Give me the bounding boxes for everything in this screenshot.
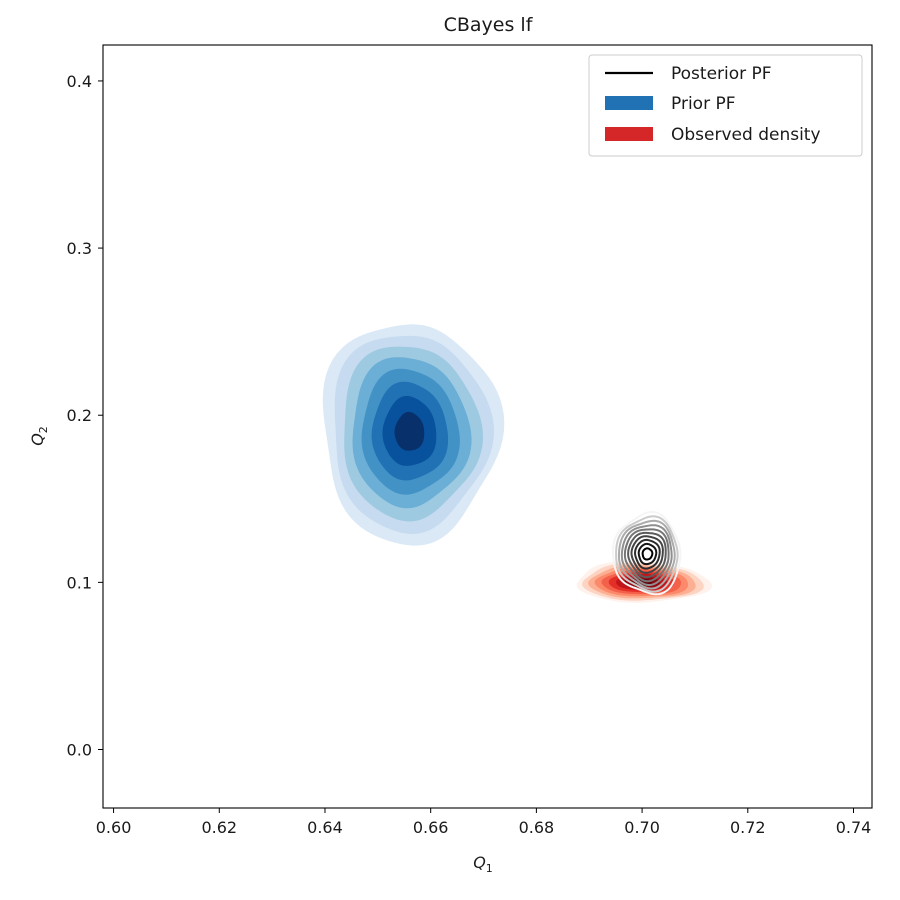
plot-frame xyxy=(102,44,873,809)
contour-line-2-1 xyxy=(615,515,679,593)
legend-label-observed-density: Observed density xyxy=(671,125,821,145)
y-axis-label-main: Q xyxy=(28,433,47,446)
legend-box xyxy=(588,54,863,157)
x-axis: 0.60 0.62 0.64 0.66 0.68 0.70 0.72 0.74 xyxy=(96,808,872,837)
x-tick-label-0: 0.60 xyxy=(96,818,132,837)
series-prior-pf xyxy=(322,324,505,546)
contour-line-2-0 xyxy=(612,510,682,596)
legend-swatch-observed-density xyxy=(605,127,653,141)
x-axis-label-main: Q xyxy=(473,853,486,872)
legend: Posterior PF Prior PF Observed density xyxy=(588,54,863,157)
contour-line-2-3 xyxy=(620,524,673,586)
plot-area xyxy=(322,324,713,603)
x-tick-label-2: 0.64 xyxy=(307,818,343,837)
x-axis-label-subscript: 1 xyxy=(486,862,493,875)
y-axis-label-subscript: 2 xyxy=(37,426,50,433)
contour-level-0-7 xyxy=(394,411,425,451)
x-tick-label-6: 0.72 xyxy=(730,818,766,837)
y-tick-label-1: 0.1 xyxy=(67,573,92,592)
y-tick-label-0: 0.0 xyxy=(67,741,92,760)
series-posterior-pf xyxy=(612,510,682,596)
x-tick-label-7: 0.74 xyxy=(836,818,872,837)
contour-line-2-6 xyxy=(630,535,664,574)
contour-line-2-2 xyxy=(617,519,676,590)
x-tick-label-5: 0.70 xyxy=(624,818,660,837)
contour-line-2-7 xyxy=(633,538,661,570)
x-tick-label-1: 0.62 xyxy=(201,818,237,837)
chart-title: CBayes lf xyxy=(444,14,534,36)
y-tick-label-2: 0.2 xyxy=(67,406,92,425)
y-tick-label-4: 0.4 xyxy=(67,72,92,91)
contour-line-2-4 xyxy=(623,528,670,583)
legend-label-prior-pf: Prior PF xyxy=(671,94,736,114)
legend-swatch-prior-pf xyxy=(605,96,653,110)
x-axis-label: Q1 xyxy=(473,853,493,875)
y-tick-label-3: 0.3 xyxy=(67,239,92,258)
y-axis: 0.0 0.1 0.2 0.3 0.4 xyxy=(67,72,103,760)
legend-label-posterior-pf: Posterior PF xyxy=(671,64,772,84)
x-tick-label-4: 0.68 xyxy=(519,818,555,837)
contour-line-2-9 xyxy=(641,547,654,561)
y-axis-label: Q2 xyxy=(28,426,50,446)
contour-line-2-5 xyxy=(627,531,667,579)
x-tick-label-3: 0.66 xyxy=(413,818,449,837)
contour-line-2-8 xyxy=(637,542,658,566)
